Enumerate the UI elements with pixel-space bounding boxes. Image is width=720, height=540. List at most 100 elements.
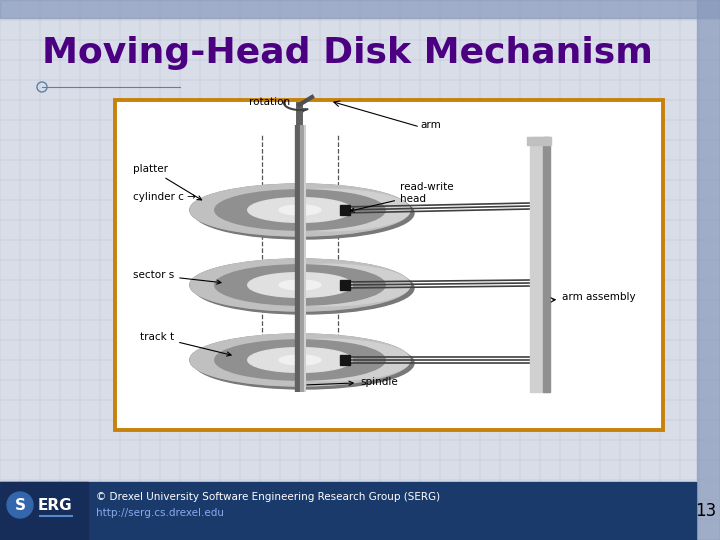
Text: cylinder c →: cylinder c → (133, 192, 196, 202)
Bar (398, 379, 405, 386)
Bar (359, 178, 366, 185)
Bar (167, 222, 174, 228)
Bar (340, 280, 350, 290)
Ellipse shape (190, 187, 377, 233)
Bar (320, 392, 325, 399)
Bar (359, 253, 366, 260)
Text: sector s: sector s (133, 270, 221, 284)
Text: S: S (14, 497, 25, 512)
Bar (228, 389, 235, 396)
Bar (167, 298, 174, 303)
Bar (363, 312, 369, 319)
Bar (192, 307, 199, 314)
Bar (189, 188, 196, 195)
Bar (192, 382, 199, 389)
Bar (359, 328, 366, 335)
Bar (420, 271, 427, 276)
Text: http://serg.cs.drexel.edu: http://serg.cs.drexel.edu (96, 508, 224, 518)
Bar (166, 199, 173, 205)
Ellipse shape (248, 348, 352, 373)
Bar (421, 219, 428, 225)
Text: track t: track t (140, 332, 231, 356)
Bar (320, 242, 325, 248)
Ellipse shape (190, 184, 410, 236)
Ellipse shape (248, 273, 352, 298)
Ellipse shape (279, 205, 321, 215)
Bar (530, 137, 548, 392)
Ellipse shape (194, 337, 414, 389)
Bar (167, 373, 174, 379)
Bar (395, 335, 402, 342)
Bar (225, 180, 231, 187)
Bar (316, 174, 321, 181)
Text: Moving-Head Disk Mechanism: Moving-Head Disk Mechanism (42, 36, 653, 70)
Bar (192, 232, 199, 239)
Bar (429, 358, 435, 362)
Bar (0, 482, 88, 540)
Ellipse shape (190, 334, 410, 386)
Bar (159, 287, 165, 291)
Ellipse shape (215, 190, 385, 230)
Ellipse shape (190, 261, 377, 308)
Bar (395, 185, 402, 192)
Bar (0, 0, 720, 18)
Text: arm assembly: arm assembly (551, 292, 636, 302)
Ellipse shape (194, 187, 414, 239)
Bar (340, 205, 350, 215)
Bar (363, 387, 369, 394)
Bar (269, 251, 274, 257)
Bar (543, 137, 550, 392)
Bar (420, 346, 427, 352)
Text: spindle: spindle (307, 377, 397, 387)
Bar (228, 314, 235, 321)
Bar (363, 237, 369, 244)
Ellipse shape (215, 265, 385, 305)
Bar (189, 338, 196, 345)
Bar (340, 355, 350, 365)
Bar (166, 349, 173, 355)
Bar (269, 326, 274, 332)
Bar (273, 318, 278, 325)
Text: © Drexel University Software Engineering Research Group (SERG): © Drexel University Software Engineering… (96, 492, 440, 502)
Bar (0, 482, 696, 540)
Bar (269, 176, 274, 182)
Text: arm: arm (420, 120, 441, 130)
Bar (189, 263, 196, 270)
Ellipse shape (279, 355, 321, 365)
Ellipse shape (190, 259, 410, 311)
Ellipse shape (190, 336, 377, 383)
Ellipse shape (190, 259, 410, 311)
Bar (273, 393, 278, 399)
Circle shape (7, 492, 33, 518)
Bar (429, 208, 435, 212)
Bar (316, 249, 321, 256)
Bar (697, 0, 720, 540)
Bar (115, 100, 663, 430)
Bar (166, 274, 173, 280)
Bar (527, 137, 551, 145)
Bar (225, 255, 231, 262)
Bar (421, 294, 428, 300)
Bar (225, 330, 231, 337)
Ellipse shape (245, 189, 410, 231)
Text: ERG: ERG (37, 497, 72, 512)
Bar (316, 325, 321, 331)
Ellipse shape (215, 340, 385, 380)
Text: platter: platter (133, 164, 202, 200)
Bar (398, 229, 405, 236)
Bar (429, 283, 435, 287)
Bar (159, 362, 165, 366)
Bar (395, 260, 402, 267)
Ellipse shape (194, 262, 414, 314)
Ellipse shape (190, 334, 410, 386)
Text: read-write
head: read-write head (350, 183, 454, 212)
Bar (421, 369, 428, 375)
Bar (273, 242, 278, 249)
Text: rotation: rotation (249, 97, 291, 107)
Text: 13: 13 (696, 502, 716, 520)
Ellipse shape (279, 280, 321, 290)
Bar (420, 195, 427, 201)
Bar (320, 317, 325, 323)
Bar (398, 304, 405, 311)
Ellipse shape (245, 339, 410, 381)
